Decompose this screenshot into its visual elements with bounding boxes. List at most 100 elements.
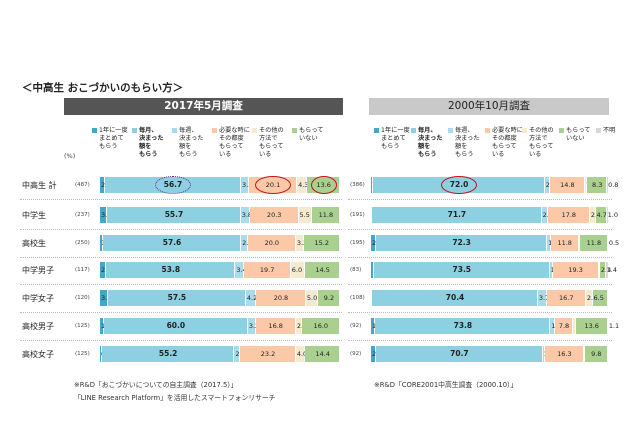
data-label: 3.3 [241, 181, 253, 189]
bar-segment [371, 346, 377, 362]
data-label: 72.3 [452, 238, 471, 247]
bar-segment [372, 207, 542, 223]
bar-segment [295, 346, 306, 362]
data-label: 3.8 [241, 211, 253, 219]
bar-segment [371, 235, 376, 251]
legend-swatch [172, 128, 177, 133]
bar-segment [100, 318, 104, 334]
bar-segment [376, 346, 543, 362]
row-separator [20, 284, 342, 285]
bar-segment [372, 290, 538, 306]
bar-segment [547, 235, 551, 251]
bar-segment [592, 290, 608, 306]
bar-segment [305, 262, 340, 278]
percent-unit-label: (%) [64, 152, 76, 160]
data-label: 1.1 [608, 322, 620, 330]
row-label: 中学生 [22, 211, 46, 220]
data-label: 55.7 [164, 210, 184, 219]
bar-segment [598, 262, 600, 278]
legend-swatch [92, 128, 97, 133]
data-label: 1.4 [606, 266, 617, 274]
bar-segment [241, 235, 248, 251]
row-label: 中学女子 [22, 294, 54, 303]
legend-swatch [212, 128, 217, 133]
data-label: 14.8 [560, 181, 575, 189]
data-label: 16.0 [313, 322, 329, 330]
legend-label: 1年に一度 まとめて もらう [381, 127, 410, 150]
bar-segment [547, 207, 590, 223]
bar-segment [295, 235, 304, 251]
data-label: 71.7 [447, 210, 467, 219]
data-label: 70.7 [450, 349, 469, 358]
bar-segment [552, 262, 599, 278]
sample-size-label: (117) [75, 267, 90, 273]
data-label: 15.2 [314, 239, 329, 247]
footnote-2017-line2: 「LINE Research Platform」を活用したスマートフォンリサーチ [74, 394, 276, 402]
row-separator [20, 199, 342, 200]
data-label: 3.3 [101, 294, 112, 302]
legend-2000: 1年に一度 まとめて もらう 毎月、 決まった 額を もらう 毎週、 決まった 額を… [374, 127, 636, 171]
sample-size-label: (92) [350, 351, 362, 357]
data-label: 19.7 [259, 266, 275, 274]
legend-label: 必要な時に その都度 もらって いる [492, 127, 523, 158]
highlight-oval [310, 176, 337, 194]
data-label: 4.0 [296, 350, 308, 358]
row-label: 中学男子 [22, 266, 54, 275]
bar-segment [583, 346, 585, 362]
bar-segment [298, 207, 312, 223]
bar-segment [373, 262, 550, 278]
sample-size-label: (125) [75, 351, 90, 357]
sample-size-label: (83) [350, 267, 362, 273]
bar-segment [245, 290, 256, 306]
bar-segment [305, 346, 340, 362]
bar-segment [371, 177, 374, 193]
bar-segment [579, 235, 608, 251]
bar-segment [584, 346, 608, 362]
data-label: 23.2 [260, 350, 276, 358]
highlight-oval [254, 176, 291, 194]
legend-swatch [374, 128, 379, 133]
legend-label: 毎月、 決まった 額を もらう [139, 127, 164, 158]
row-separator [348, 312, 612, 313]
footnote-2000-line1: ※R&D「CORE2001中高生調査（2000.10）」 [374, 381, 518, 389]
row-separator [20, 312, 342, 313]
row-separator [348, 340, 612, 341]
data-label: 4.2 [246, 294, 258, 302]
bar-segment [578, 235, 580, 251]
row-label: 高校女子 [22, 350, 54, 359]
bar-segment [240, 207, 250, 223]
bar-segment [311, 207, 340, 223]
bar-segment [290, 262, 306, 278]
data-label: 60.0 [166, 321, 186, 330]
bar-segment [103, 318, 248, 334]
data-label: 9.2 [323, 294, 335, 302]
data-label: 20.0 [264, 239, 280, 247]
data-label: 2.8 [587, 290, 597, 306]
legend-swatch [559, 128, 564, 133]
legend-swatch [411, 128, 416, 133]
row-separator [20, 257, 342, 258]
legend-label: 毎週、 決まった 額を もらう [455, 127, 480, 158]
data-label: 14.4 [315, 350, 330, 358]
sample-size-label: (120) [75, 295, 90, 301]
data-label: 11.8 [318, 211, 334, 219]
legend-label: もらって いない [566, 127, 591, 142]
legend-label: 1年に一度 まとめて もらう [99, 127, 128, 150]
bar-segment [375, 235, 548, 251]
data-label: 16.8 [268, 322, 283, 330]
bar-segment [107, 207, 241, 223]
data-label: 6.5 [593, 294, 604, 302]
data-label: 8.3 [592, 181, 603, 189]
bar-segment [107, 290, 246, 306]
data-label: 16.7 [559, 294, 574, 302]
legend-label: その他の 方法で もらって いる [259, 127, 284, 158]
row-separator [348, 229, 612, 230]
bar-segment [249, 207, 299, 223]
sample-size-label: (92) [350, 323, 362, 329]
data-label: 11.8 [586, 239, 602, 247]
legend-label: 必要な時に その都度 もらって いる [219, 127, 250, 158]
bar-segment [295, 318, 302, 334]
bar-segment [106, 262, 236, 278]
bar-segment [256, 290, 306, 306]
bar-segment [375, 318, 551, 334]
